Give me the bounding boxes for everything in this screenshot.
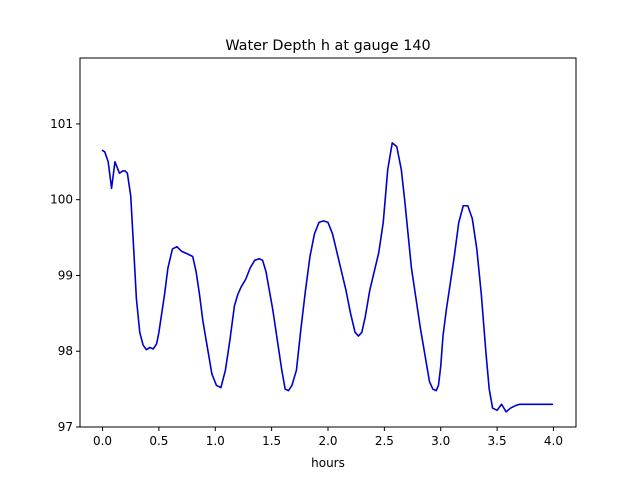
x-tick-label: 2.5 — [375, 434, 394, 448]
x-axis-label: hours — [311, 456, 345, 470]
series-line — [101, 142, 554, 413]
y-tick-label: 98 — [58, 344, 73, 358]
x-tick-label: 2.0 — [318, 434, 337, 448]
y-tick-label: 99 — [58, 268, 73, 282]
y-tick-label: 97 — [58, 420, 73, 434]
x-tick-label: 3.5 — [488, 434, 507, 448]
x-tick-label: 4.0 — [544, 434, 563, 448]
x-tick-label: 1.0 — [206, 434, 225, 448]
x-tick-label: 0.5 — [149, 434, 168, 448]
x-axis-ticks: 0.0 0.5 1.0 1.5 2.0 2.5 3.0 3.5 4.0 — [93, 427, 563, 448]
y-tick-label: 101 — [50, 117, 73, 131]
y-axis-ticks: 97 98 99 100 101 — [50, 117, 80, 434]
series-layer — [101, 142, 554, 413]
y-tick-label: 100 — [50, 193, 73, 207]
chart-title: Water Depth h at gauge 140 — [225, 38, 430, 54]
x-tick-label: 1.5 — [262, 434, 281, 448]
x-tick-label: 0.0 — [93, 434, 112, 448]
x-tick-label: 3.0 — [431, 434, 450, 448]
